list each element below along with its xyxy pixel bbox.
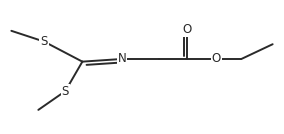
Text: O: O <box>212 52 221 66</box>
Text: N: N <box>118 52 126 66</box>
Text: S: S <box>62 85 69 98</box>
Text: O: O <box>183 23 192 36</box>
Text: S: S <box>40 35 48 48</box>
